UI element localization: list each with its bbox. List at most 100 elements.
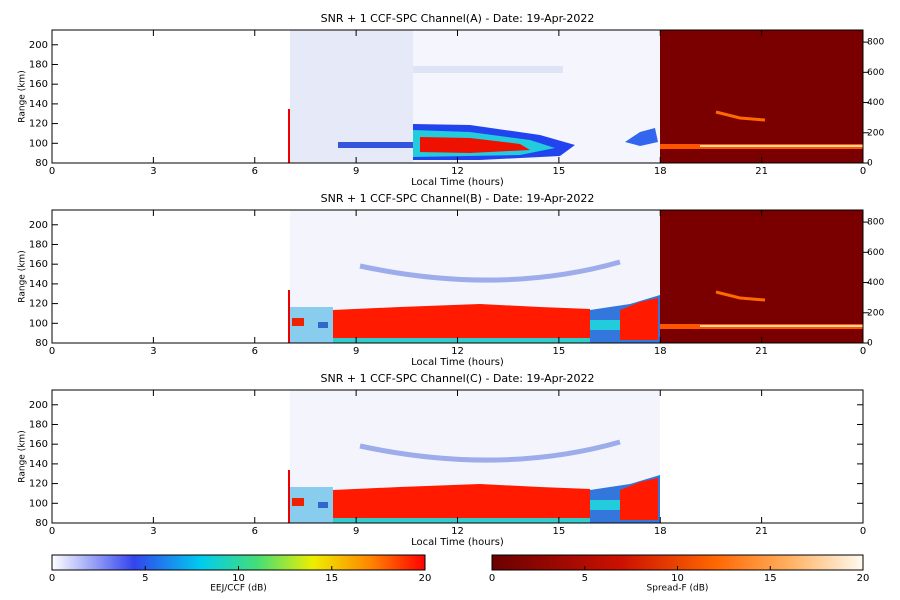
x-tick-label: 0 (49, 526, 55, 537)
x-axis-label: Local Time (hours) (411, 537, 504, 548)
x-axis-label: Local Time (hours) (411, 177, 504, 188)
x-tick-label: 9 (353, 526, 359, 537)
y2-tick-label: 200 (867, 128, 884, 138)
x-tick-label: 3 (150, 166, 156, 177)
x-tick-label: 3 (150, 346, 156, 357)
x-tick-label: 12 (451, 166, 464, 177)
heat-region (338, 142, 413, 148)
heat-region (420, 137, 530, 153)
heat-region (318, 322, 328, 328)
x-tick-label: 18 (654, 526, 667, 537)
x-tick-label: 9 (353, 346, 359, 357)
y-tick-label: 200 (29, 220, 48, 231)
x-tick-label: 6 (252, 346, 258, 357)
x-tick-label: 0 (860, 346, 866, 357)
y-tick-label: 160 (29, 79, 48, 90)
y-tick-label: 80 (35, 518, 48, 529)
heat-region (660, 30, 863, 163)
x-axis-label: Local Time (hours) (411, 357, 504, 368)
y-tick-label: 120 (29, 119, 48, 130)
panel-title: SNR + 1 CCF-SPC Channel(A) - Date: 19-Ap… (321, 12, 595, 25)
y2-tick-label: 600 (867, 248, 884, 258)
y2-tick-label: 400 (867, 278, 884, 288)
x-tick-label: 21 (755, 346, 768, 357)
x-tick-label: 0 (860, 526, 866, 537)
heat-region (333, 484, 590, 518)
heat-region (625, 128, 658, 146)
heat-region (590, 500, 620, 510)
heat-region (292, 318, 304, 326)
x-tick-label: 0 (860, 166, 866, 177)
x-tick-label: 3 (150, 526, 156, 537)
panel-title: SNR + 1 CCF-SPC Channel(B) - Date: 19-Ap… (321, 192, 595, 205)
x-tick-label: 15 (553, 346, 566, 357)
colorbar-tick-label: 15 (764, 573, 777, 584)
y-tick-label: 160 (29, 259, 48, 270)
colorbar-tick-label: 0 (49, 573, 55, 584)
colorbar-tick-label: 20 (419, 573, 432, 584)
heat-region (620, 478, 658, 520)
heatmap (288, 390, 660, 523)
x-tick-label: 21 (755, 166, 768, 177)
heat-region (333, 336, 590, 343)
y-tick-label: 180 (29, 419, 48, 430)
x-tick-label: 0 (49, 166, 55, 177)
y-tick-label: 160 (29, 439, 48, 450)
y-tick-label: 100 (29, 318, 48, 329)
colorbar-tick-label: 10 (671, 573, 684, 584)
y2-tick-label: 400 (867, 98, 884, 108)
x-tick-label: 21 (755, 526, 768, 537)
heat-region (715, 290, 766, 302)
heat-region (333, 516, 590, 523)
colorbar-tick-label: 10 (232, 573, 245, 584)
heat-region (715, 110, 766, 122)
y2-tick-label: 200 (867, 308, 884, 318)
y-tick-label: 140 (29, 279, 48, 290)
x-tick-label: 0 (49, 346, 55, 357)
y-tick-label: 140 (29, 99, 48, 110)
heat-region (413, 66, 563, 73)
heat-region (700, 145, 863, 147)
y-tick-label: 200 (29, 400, 48, 411)
heat-region (290, 30, 413, 163)
heat-region (333, 304, 590, 338)
heat-region (620, 298, 658, 340)
heat-region (288, 470, 290, 523)
colorbar-label: Spread-F (dB) (647, 584, 709, 594)
heatmap (288, 210, 863, 343)
y2-tick-label: 800 (867, 38, 884, 48)
y-tick-label: 180 (29, 59, 48, 70)
x-tick-label: 12 (451, 346, 464, 357)
panel-title: SNR + 1 CCF-SPC Channel(C) - Date: 19-Ap… (321, 372, 595, 385)
heatmap (288, 30, 863, 163)
y-tick-label: 100 (29, 498, 48, 509)
heat-region (590, 320, 620, 330)
colorbar-label: EEJ/CCF (dB) (210, 584, 267, 594)
x-tick-label: 6 (252, 526, 258, 537)
y2-tick-label: 800 (867, 218, 884, 228)
heat-region (660, 210, 863, 343)
x-tick-label: 9 (353, 166, 359, 177)
y-tick-label: 120 (29, 299, 48, 310)
y2-tick-label: 0 (867, 339, 873, 349)
heat-region (288, 109, 290, 163)
heat-region (288, 290, 290, 343)
x-tick-label: 6 (252, 166, 258, 177)
heat-region (318, 502, 328, 508)
y-tick-label: 120 (29, 479, 48, 490)
y-tick-label: 180 (29, 239, 48, 250)
x-tick-label: 15 (553, 166, 566, 177)
y-tick-label: 80 (35, 338, 48, 349)
heat-region (359, 439, 621, 463)
heat-region (292, 498, 304, 506)
x-tick-label: 15 (553, 526, 566, 537)
y-axis-label: Range (km) (18, 70, 28, 122)
y-tick-label: 100 (29, 138, 48, 149)
x-tick-label: 12 (451, 526, 464, 537)
colorbar-tick-label: 20 (857, 573, 870, 584)
x-tick-label: 18 (654, 166, 667, 177)
heat-region (359, 259, 621, 283)
colorbar-tick-label: 5 (142, 573, 148, 584)
colorbar-tick-label: 0 (489, 573, 495, 584)
